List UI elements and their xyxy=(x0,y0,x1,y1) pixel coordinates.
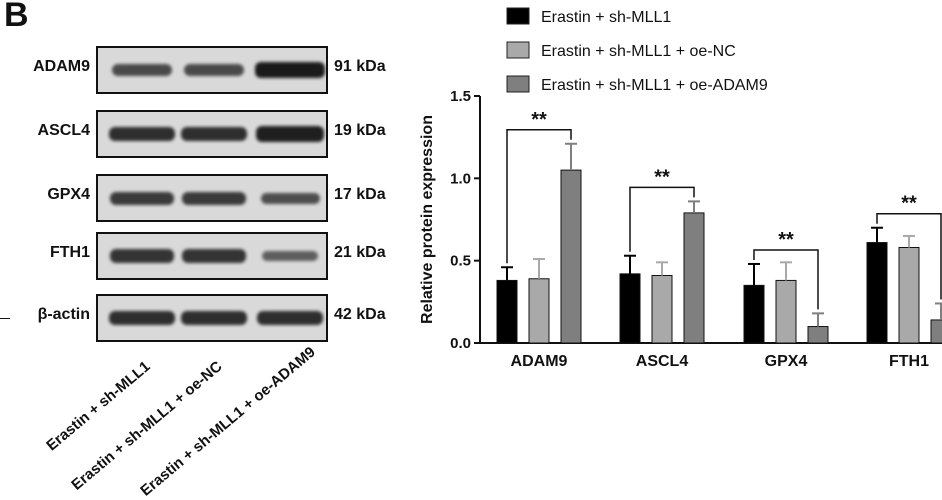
bar xyxy=(651,274,673,344)
x-tick-label: FTH1 xyxy=(889,353,929,370)
blot-protein-label: ADAM9 xyxy=(33,58,90,75)
blot-band xyxy=(109,127,175,141)
blot-protein-label: FTH1 xyxy=(50,244,90,261)
bar xyxy=(683,212,705,344)
legend-label: Erastin + sh-MLL1 + oe-NC xyxy=(541,43,736,60)
legend-swatch xyxy=(506,7,530,25)
blot-band xyxy=(109,249,175,263)
blot-band xyxy=(181,311,247,325)
blot-strip xyxy=(96,46,328,94)
legend-label: Erastin + sh-MLL1 xyxy=(541,9,671,26)
blot-strip xyxy=(96,110,328,158)
y-tick-label: 1.0 xyxy=(450,170,471,187)
blot-band xyxy=(262,251,318,261)
bar xyxy=(560,169,582,344)
x-tick-label: ADAM9 xyxy=(511,353,568,370)
bar xyxy=(743,284,765,344)
blot-band xyxy=(255,126,325,142)
blot-kda-label: 21 kDa xyxy=(334,244,386,261)
bar xyxy=(866,242,888,344)
blot-strip xyxy=(96,174,328,222)
y-tick-label: 0.0 xyxy=(450,335,471,352)
significance-bracket xyxy=(876,212,942,300)
blot-strip xyxy=(96,232,328,280)
significance-bracket xyxy=(629,186,695,252)
blot-band xyxy=(183,64,245,76)
blot-kda-label: 17 kDa xyxy=(334,186,386,203)
blot-band xyxy=(255,62,325,78)
blot-protein-label: GPX4 xyxy=(47,186,90,203)
bar xyxy=(775,279,797,344)
significance-bracket xyxy=(753,249,819,310)
significance-label: ** xyxy=(654,166,670,188)
blot-band xyxy=(181,127,247,141)
blot-band xyxy=(182,191,246,205)
blot-kda-label: 19 kDa xyxy=(334,122,386,139)
blot-kda-label: 42 kDa xyxy=(334,306,386,323)
bar xyxy=(898,246,920,344)
x-tick-label: ASCL4 xyxy=(636,353,689,370)
blot-kda-label: 91 kDa xyxy=(334,58,386,75)
bar-chart: 0.0 0.5 1.0 1.5 Relative protein expression A… xyxy=(419,7,942,370)
y-tick-label: 1.5 xyxy=(450,88,471,105)
blot-band xyxy=(257,311,323,325)
significance-bracket xyxy=(506,129,572,264)
bar xyxy=(930,319,942,344)
significance-label: ** xyxy=(778,229,794,251)
blot-lane-label: Erastin + sh-MLL1 + oe-ADAM9 xyxy=(137,343,319,500)
legend-label: Erastin + sh-MLL1 + oe-ADAM9 xyxy=(541,77,768,94)
legend-swatch xyxy=(506,75,530,93)
y-tick-label: 0.5 xyxy=(450,253,471,270)
blot-protein-label: ASCL4 xyxy=(37,122,90,139)
blot-band xyxy=(111,64,173,76)
x-tick-label: GPX4 xyxy=(765,353,808,370)
y-axis-title: Relative protein expression xyxy=(419,115,436,324)
bar xyxy=(807,326,829,344)
panel-letter: B xyxy=(4,0,29,34)
bar xyxy=(528,278,550,344)
blot-band xyxy=(110,191,174,205)
significance-label: ** xyxy=(901,193,917,215)
legend-swatch xyxy=(506,41,530,59)
bar xyxy=(496,279,518,344)
blot-protein-label: β-actin xyxy=(37,306,90,323)
blot-band xyxy=(181,249,247,263)
blot-band xyxy=(109,311,175,325)
blot-band xyxy=(260,192,320,204)
blot-strip xyxy=(96,294,328,342)
bar xyxy=(619,273,641,344)
blot-edge-mark xyxy=(0,318,10,319)
significance-label: ** xyxy=(531,109,547,131)
